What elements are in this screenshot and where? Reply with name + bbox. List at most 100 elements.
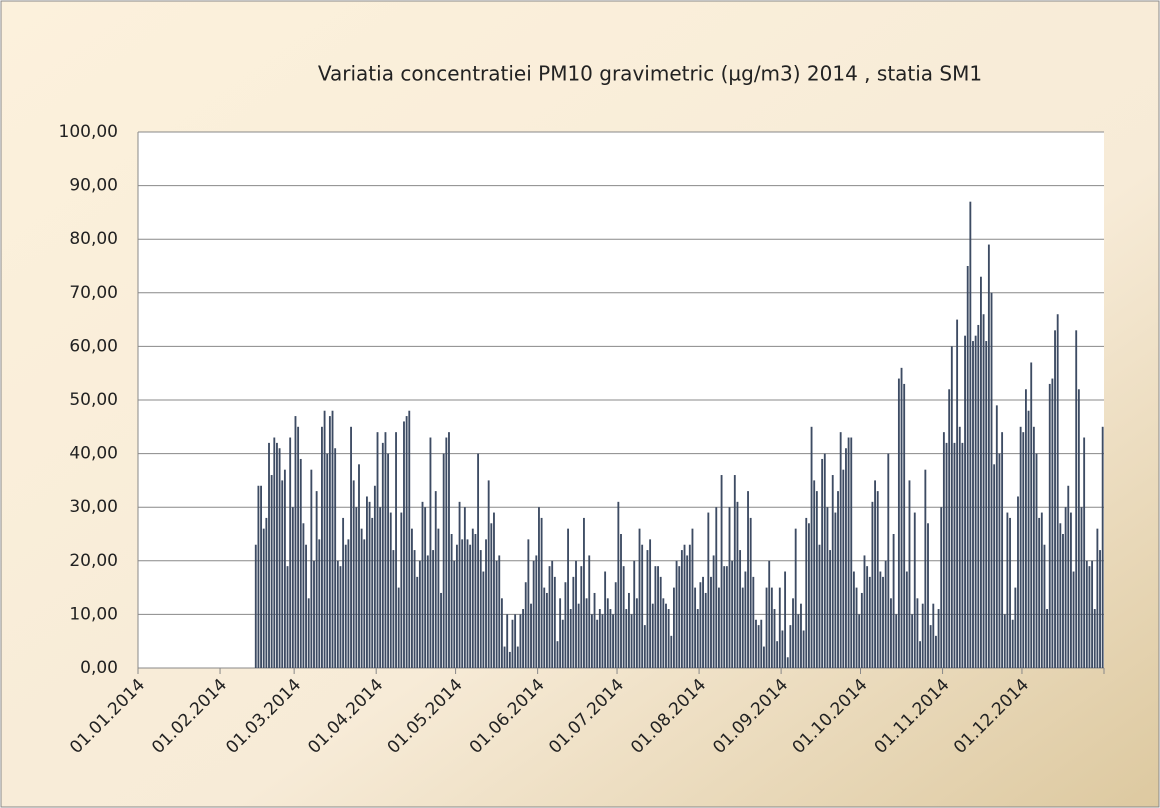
- bar: [715, 507, 718, 668]
- bar: [538, 507, 540, 668]
- bar: [993, 464, 996, 668]
- bar: [310, 469, 313, 668]
- bar: [453, 560, 456, 668]
- bar: [387, 453, 390, 668]
- bar: [686, 555, 689, 668]
- bar: [493, 512, 495, 668]
- bar: [810, 426, 813, 668]
- bar: [871, 501, 874, 668]
- bar: [892, 534, 895, 668]
- bar: [424, 507, 427, 668]
- bar: [432, 550, 435, 668]
- bar: [273, 437, 276, 668]
- y-tick-label: 70,00: [69, 283, 118, 303]
- bar: [620, 534, 622, 668]
- bar: [479, 550, 482, 668]
- bar: [847, 437, 850, 668]
- bar: [519, 614, 522, 668]
- bar: [368, 501, 371, 668]
- bar: [458, 501, 461, 668]
- bar: [675, 560, 678, 668]
- bar: [294, 416, 297, 668]
- bar: [831, 475, 834, 668]
- bar: [352, 480, 355, 668]
- bar: [350, 426, 352, 668]
- bar: [405, 416, 408, 668]
- bar: [445, 437, 448, 668]
- bar: [363, 539, 366, 668]
- bar: [522, 609, 525, 668]
- bar: [366, 496, 368, 668]
- bar: [276, 442, 278, 668]
- bar: [768, 560, 771, 668]
- bar: [321, 426, 323, 668]
- bar: [778, 587, 781, 668]
- bar: [821, 458, 824, 668]
- bar: [834, 512, 837, 668]
- bar: [823, 453, 826, 668]
- bar: [575, 560, 577, 668]
- bar: [935, 635, 937, 668]
- bar: [1062, 534, 1064, 668]
- bar: [540, 517, 543, 668]
- bar: [437, 528, 440, 668]
- bar: [633, 560, 636, 668]
- bar: [506, 614, 509, 668]
- bar: [564, 582, 567, 668]
- bar: [556, 641, 559, 668]
- bar: [678, 566, 681, 668]
- bar: [572, 576, 575, 668]
- bar: [630, 614, 633, 668]
- bar: [511, 619, 514, 668]
- bar: [673, 587, 675, 668]
- bar: [733, 475, 736, 668]
- bar: [622, 566, 625, 668]
- bar: [498, 555, 501, 668]
- bar: [514, 614, 517, 668]
- bar: [757, 625, 760, 668]
- bar: [770, 587, 773, 668]
- bar: [313, 560, 315, 668]
- bar: [466, 539, 469, 668]
- bar: [1093, 609, 1096, 668]
- bar: [966, 266, 969, 668]
- bar: [299, 458, 302, 668]
- bar: [659, 576, 662, 668]
- bar: [315, 491, 318, 668]
- bar: [890, 598, 892, 668]
- bar: [532, 560, 535, 668]
- bar: [323, 410, 326, 668]
- bar: [723, 566, 726, 668]
- bar: [815, 491, 818, 668]
- bar: [625, 609, 628, 668]
- bar: [776, 641, 779, 668]
- bar: [927, 523, 929, 668]
- bar: [334, 448, 337, 668]
- bar: [1075, 330, 1078, 668]
- bar: [403, 421, 405, 668]
- bar: [638, 528, 641, 668]
- bar: [942, 432, 945, 668]
- bar: [874, 480, 876, 668]
- bar: [609, 609, 612, 668]
- bar: [590, 614, 593, 668]
- bar: [937, 609, 940, 668]
- bar: [397, 587, 400, 668]
- bar: [585, 598, 588, 668]
- chart-title: Variatia concentratiei PM10 gravimetric …: [318, 62, 982, 86]
- bar: [826, 507, 829, 668]
- y-tick-label: 40,00: [69, 444, 118, 464]
- bar: [953, 442, 956, 668]
- bar: [318, 539, 321, 668]
- bar: [662, 598, 665, 668]
- bar: [1017, 496, 1019, 668]
- bar: [262, 528, 265, 668]
- bar: [961, 442, 964, 668]
- bar: [548, 566, 551, 668]
- bar: [434, 491, 437, 668]
- bar: [945, 442, 948, 668]
- bar: [702, 576, 704, 668]
- bar: [471, 528, 474, 668]
